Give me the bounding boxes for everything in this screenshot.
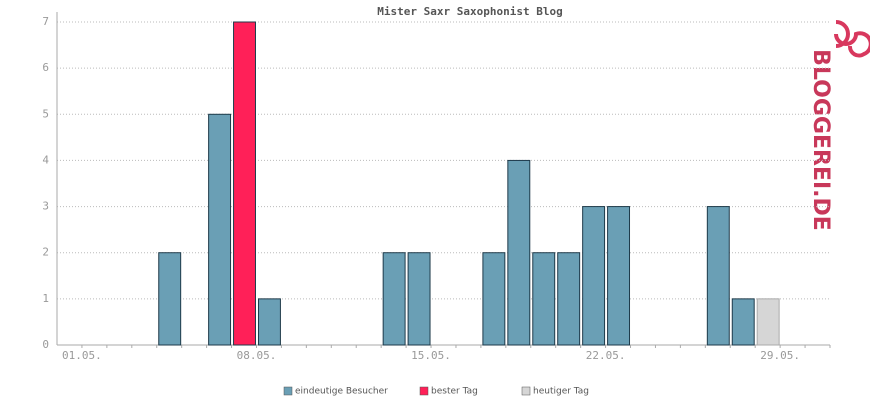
legend-label: bester Tag <box>431 387 478 397</box>
legend-swatch <box>419 386 429 396</box>
bar <box>158 252 182 346</box>
x-tick-label: 08.05. <box>237 349 277 362</box>
bar <box>557 252 581 346</box>
y-tick-label: 6 <box>42 61 49 74</box>
legend-swatch <box>521 386 531 396</box>
bar <box>607 206 631 346</box>
bar <box>382 252 406 346</box>
bar <box>756 298 780 346</box>
x-tick-label: 29.05. <box>760 349 800 362</box>
bar <box>208 113 232 346</box>
y-tick-label: 1 <box>42 292 49 305</box>
chart-title: Mister Saxr Saxophonist Blog <box>377 5 562 18</box>
y-tick-label: 4 <box>42 153 49 166</box>
y-tick-label: 7 <box>42 15 49 28</box>
bar <box>731 298 755 346</box>
x-tick-label: 15.05. <box>411 349 451 362</box>
logo-icon <box>834 20 870 58</box>
bar <box>482 252 506 346</box>
bar <box>706 206 730 346</box>
logo-text: BLOGGEREI.DE <box>808 49 833 231</box>
logo: BLOGGEREI.DE <box>808 20 870 231</box>
y-tick-label: 3 <box>42 200 49 213</box>
y-tick-label: 0 <box>42 338 49 351</box>
bar <box>582 206 606 346</box>
bar <box>532 252 556 346</box>
bar <box>233 21 256 346</box>
bar <box>507 159 531 346</box>
legend-label: eindeutige Besucher <box>295 387 388 397</box>
x-tick-label: 22.05. <box>586 349 626 362</box>
bar <box>407 252 431 346</box>
y-tick-label: 5 <box>42 107 49 120</box>
x-tick-label: 01.05. <box>62 349 102 362</box>
bar <box>257 298 281 346</box>
legend-label: heutiger Tag <box>533 387 589 397</box>
y-tick-label: 2 <box>42 246 49 259</box>
legend-swatch <box>283 386 293 396</box>
